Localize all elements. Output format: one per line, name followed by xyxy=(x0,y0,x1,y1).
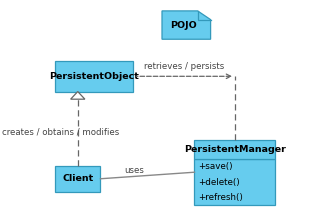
Bar xyxy=(55,166,100,192)
Text: creates / obtains / modifies: creates / obtains / modifies xyxy=(2,128,119,137)
Polygon shape xyxy=(71,92,85,99)
Text: +save(): +save() xyxy=(198,162,233,171)
Bar xyxy=(55,61,133,92)
Text: POJO: POJO xyxy=(170,20,196,30)
Polygon shape xyxy=(162,11,211,39)
Bar xyxy=(194,140,275,159)
Text: PersistentManager: PersistentManager xyxy=(184,145,286,154)
Text: uses: uses xyxy=(124,167,145,175)
Text: Client: Client xyxy=(62,174,93,183)
Text: PersistentObject: PersistentObject xyxy=(49,72,139,81)
Text: +refresh(): +refresh() xyxy=(198,193,243,202)
Bar xyxy=(194,159,275,205)
Text: +delete(): +delete() xyxy=(198,177,240,187)
Text: retrieves / persists: retrieves / persists xyxy=(144,62,224,71)
